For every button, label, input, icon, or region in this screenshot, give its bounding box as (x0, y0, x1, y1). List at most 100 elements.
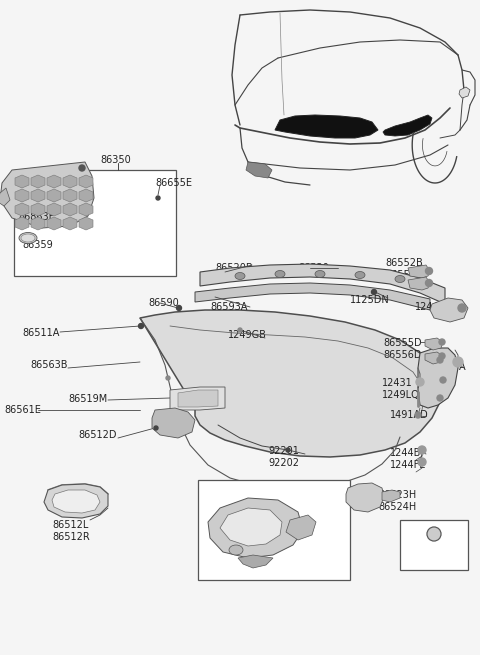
Circle shape (418, 446, 426, 454)
Circle shape (458, 304, 466, 312)
Ellipse shape (21, 234, 35, 242)
Text: 18647: 18647 (232, 556, 263, 566)
Ellipse shape (19, 233, 37, 244)
Text: 86593A: 86593A (210, 302, 247, 312)
Polygon shape (408, 277, 430, 290)
Polygon shape (238, 555, 273, 568)
Polygon shape (47, 189, 61, 202)
Polygon shape (79, 189, 93, 202)
Polygon shape (79, 217, 93, 230)
Polygon shape (195, 283, 430, 310)
Polygon shape (178, 390, 218, 407)
Circle shape (238, 328, 242, 332)
Polygon shape (15, 189, 29, 202)
Polygon shape (44, 484, 108, 518)
Polygon shape (31, 217, 45, 230)
Circle shape (372, 290, 376, 295)
Polygon shape (246, 162, 272, 178)
Text: 1249LQ: 1249LQ (382, 390, 420, 400)
Text: 92204: 92204 (330, 488, 361, 498)
Text: 86563B: 86563B (30, 360, 68, 370)
Polygon shape (152, 408, 195, 438)
Polygon shape (63, 175, 77, 188)
Polygon shape (0, 162, 94, 228)
Circle shape (440, 377, 446, 383)
Circle shape (139, 324, 144, 329)
Polygon shape (382, 490, 400, 502)
Text: 86512R: 86512R (52, 532, 90, 542)
Polygon shape (220, 508, 282, 546)
Polygon shape (425, 352, 443, 364)
Polygon shape (79, 203, 93, 216)
Text: 86530: 86530 (298, 263, 329, 273)
Text: 12431: 12431 (382, 378, 413, 388)
Text: 92621: 92621 (258, 570, 289, 580)
Text: 1014DA: 1014DA (428, 362, 467, 372)
Text: 86655E: 86655E (155, 178, 192, 188)
Circle shape (166, 376, 170, 380)
Polygon shape (286, 515, 316, 540)
Polygon shape (418, 348, 458, 408)
Polygon shape (346, 483, 384, 512)
Circle shape (425, 280, 432, 286)
Polygon shape (140, 310, 442, 457)
Circle shape (418, 458, 426, 466)
Bar (400, 520, 468, 570)
Circle shape (415, 412, 421, 418)
Text: 86359: 86359 (22, 240, 53, 250)
Ellipse shape (275, 271, 285, 278)
Text: 86350: 86350 (100, 155, 131, 165)
Text: 86556D: 86556D (383, 350, 421, 360)
Circle shape (156, 196, 160, 200)
Circle shape (439, 353, 445, 359)
Circle shape (416, 378, 424, 386)
Polygon shape (15, 203, 29, 216)
Polygon shape (31, 189, 45, 202)
Polygon shape (15, 217, 29, 230)
Polygon shape (31, 175, 45, 188)
Circle shape (425, 267, 432, 274)
Text: 86863F: 86863F (18, 212, 54, 222)
Text: 1244KE: 1244KE (415, 302, 452, 312)
Polygon shape (63, 203, 77, 216)
Polygon shape (47, 203, 61, 216)
Bar (198, 480, 350, 580)
Text: 86512D: 86512D (78, 430, 117, 440)
Text: 1244BJ: 1244BJ (390, 448, 424, 458)
Text: 86511A: 86511A (22, 328, 60, 338)
Text: 92201: 92201 (268, 446, 299, 456)
Circle shape (79, 165, 85, 171)
Polygon shape (79, 175, 93, 188)
Text: 86551B: 86551B (385, 270, 422, 280)
Polygon shape (425, 338, 443, 350)
Text: 1491AD: 1491AD (390, 410, 429, 420)
Bar (14, 170, 176, 276)
Polygon shape (47, 217, 61, 230)
Text: 1249GB: 1249GB (228, 330, 267, 340)
Circle shape (437, 357, 443, 363)
Polygon shape (52, 490, 100, 513)
Circle shape (437, 395, 443, 401)
Polygon shape (408, 265, 430, 278)
Polygon shape (200, 264, 445, 304)
Circle shape (154, 426, 158, 430)
Text: 86555D: 86555D (383, 338, 421, 348)
Polygon shape (275, 115, 378, 138)
Circle shape (177, 305, 181, 310)
Polygon shape (31, 203, 45, 216)
Circle shape (439, 339, 445, 345)
Text: 86512L: 86512L (52, 520, 88, 530)
Polygon shape (170, 387, 225, 410)
Polygon shape (383, 115, 432, 136)
Polygon shape (208, 498, 303, 558)
Text: 1125DN: 1125DN (350, 295, 390, 305)
Text: 86561E: 86561E (4, 405, 41, 415)
Ellipse shape (395, 276, 405, 282)
Polygon shape (63, 217, 77, 230)
Text: 1244FE: 1244FE (390, 460, 426, 470)
Polygon shape (63, 189, 77, 202)
Text: 92202: 92202 (268, 458, 299, 468)
Circle shape (427, 527, 441, 541)
Text: 86523H: 86523H (378, 490, 416, 500)
Circle shape (427, 527, 441, 541)
